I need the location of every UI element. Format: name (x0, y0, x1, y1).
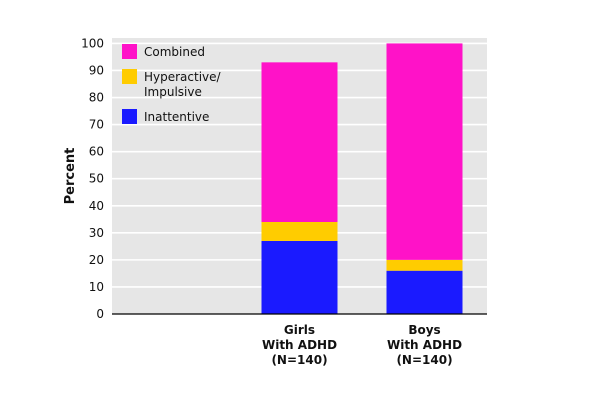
y-tick-label-90: 90 (89, 63, 104, 77)
x-category-label-line: (N=140) (271, 353, 327, 367)
legend-label-line: Inattentive (144, 110, 209, 124)
y-tick-label-50: 50 (89, 172, 104, 186)
legend-label-hyperactive-impulsive: Hyperactive/Impulsive (144, 70, 222, 99)
legend-label-inattentive: Inattentive (144, 110, 209, 124)
y-tick-label-70: 70 (89, 118, 104, 132)
bar-0-combined (261, 62, 338, 223)
x-category-label-line: With ADHD (387, 338, 462, 352)
legend-swatch-combined (122, 44, 137, 59)
y-axis-ticks: 0 10 20 30 40 50 60 70 80 90 100 (81, 36, 104, 321)
x-category-label-0: Girls With ADHD (N=140) (262, 323, 337, 367)
bar-0-inattentive (261, 240, 338, 314)
y-tick-label-40: 40 (89, 199, 104, 213)
x-category-label-line: (N=140) (396, 353, 452, 367)
x-axis-categories: Girls With ADHD (N=140)Boys With ADHD (N=140… (262, 323, 462, 367)
bar-1-inattentive (386, 270, 463, 314)
bar-1-hyperactive-impulsive (386, 259, 463, 271)
x-category-label-line: With ADHD (262, 338, 337, 352)
bar-0-hyperactive-impulsive (261, 222, 338, 241)
x-category-label-line: Boys (408, 323, 440, 337)
legend: Combined Hyperactive/Impulsive Inattentive (122, 44, 222, 124)
y-tick-label-10: 10 (89, 280, 104, 294)
y-tick-label-0: 0 (96, 307, 104, 321)
y-tick-label-20: 20 (89, 253, 104, 267)
legend-label-line: Combined (144, 45, 205, 59)
bar-1-combined (386, 43, 463, 260)
legend-swatch-hyperactive-impulsive (122, 69, 137, 84)
y-tick-label-100: 100 (81, 36, 104, 50)
bars (261, 43, 463, 314)
y-tick-label-30: 30 (89, 226, 104, 240)
legend-label-line: Impulsive (144, 85, 202, 99)
x-category-label-line: Girls (284, 323, 315, 337)
y-tick-label-60: 60 (89, 145, 104, 159)
y-tick-label-80: 80 (89, 91, 104, 105)
x-category-label-1: Boys With ADHD (N=140) (387, 323, 462, 367)
legend-label-line: Hyperactive/ (144, 70, 222, 84)
legend-swatch-inattentive (122, 109, 137, 124)
legend-label-combined: Combined (144, 45, 205, 59)
y-axis-label: Percent (63, 148, 78, 205)
